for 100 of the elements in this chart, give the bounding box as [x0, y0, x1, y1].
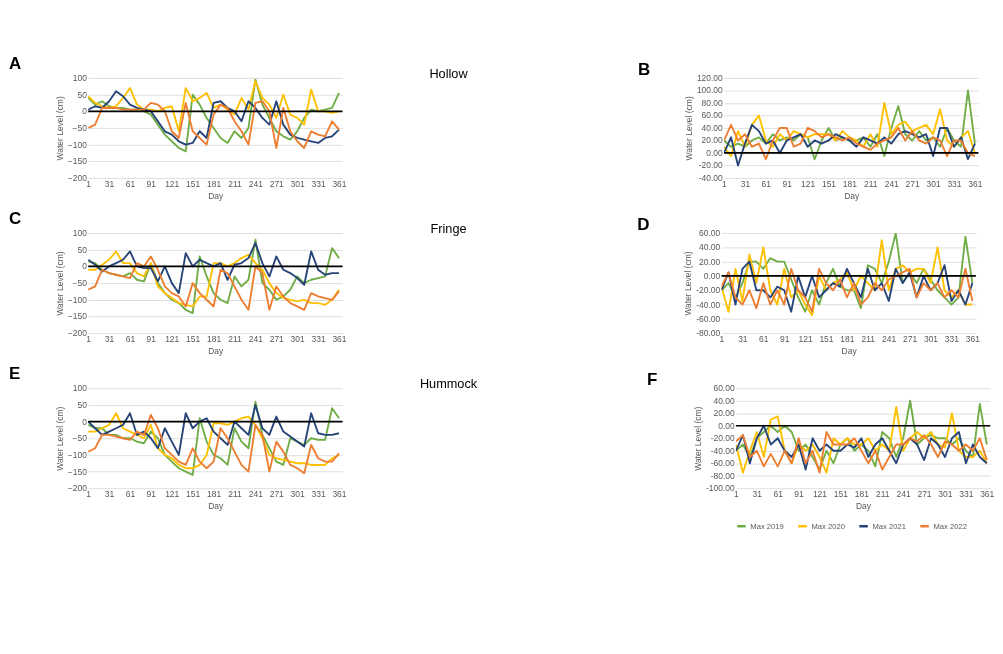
- y-tick-label: 100: [72, 72, 88, 83]
- x-tick-label: 301: [290, 489, 306, 500]
- y-tick-label: 0.00: [718, 420, 735, 431]
- x-tick-label: 1: [722, 178, 728, 189]
- x-axis-title: Day: [844, 190, 860, 201]
- x-tick-label: 151: [833, 489, 849, 500]
- line-series: [88, 100, 340, 149]
- x-tick-label: 91: [779, 334, 790, 345]
- x-tick-label: 121: [165, 489, 180, 500]
- y-tick-label: 0.00: [703, 270, 721, 281]
- x-tick-label: 271: [903, 334, 918, 345]
- x-tick-label: 121: [165, 178, 180, 189]
- y-tick-label: 50: [77, 399, 88, 410]
- x-tick-label: 211: [228, 178, 242, 189]
- x-tick-label: 181: [840, 334, 855, 345]
- x-tick-label: 361: [965, 334, 981, 345]
- x-tick-label: 121: [798, 334, 813, 345]
- y-axis-title: Water Level (cm): [683, 96, 694, 161]
- x-tick-label: 151: [186, 489, 201, 500]
- x-tick-label: 181: [206, 334, 222, 345]
- y-tick-label: −50: [72, 122, 88, 133]
- x-tick-label: 331: [944, 334, 960, 345]
- line-series: [88, 238, 340, 315]
- y-axis-title: Water Level (cm): [54, 251, 65, 316]
- chart-title: E: [8, 363, 21, 383]
- x-tick-label: 61: [761, 178, 772, 189]
- x-tick-label: 181: [842, 178, 858, 189]
- x-tick-label: 31: [738, 334, 748, 345]
- y-tick-label: -40.00: [710, 445, 735, 456]
- x-tick-label: 1: [86, 178, 92, 189]
- x-tick-label: 361: [332, 334, 347, 345]
- chart-title: D: [637, 214, 650, 234]
- legend-label: Max 2019: [750, 521, 784, 531]
- y-tick-label: -80.00: [696, 328, 721, 339]
- y-tick-label: −100: [67, 139, 88, 150]
- y-tick-label: -20.00: [696, 285, 721, 296]
- y-tick-label: −100: [67, 449, 88, 460]
- x-axis-title: Day: [208, 501, 225, 512]
- x-tick-label: 361: [968, 178, 983, 189]
- y-tick-label: 50: [77, 244, 88, 255]
- y-tick-label: 80.00: [701, 97, 724, 108]
- y-axis-title: Water Level (cm): [54, 406, 65, 471]
- x-tick-label: 31: [104, 334, 115, 345]
- y-tick-label: -20.00: [698, 160, 724, 171]
- x-tick-label: 61: [773, 489, 784, 500]
- x-axis-title: Day: [841, 345, 858, 356]
- x-tick-label: 241: [896, 489, 911, 500]
- y-tick-label: 120.00: [696, 72, 724, 83]
- x-tick-label: 331: [947, 178, 962, 189]
- text: Hummock: [419, 376, 478, 392]
- y-tick-label: -60.00: [696, 313, 721, 324]
- x-tick-label: 211: [228, 334, 242, 345]
- x-axis-title: Day: [208, 345, 225, 356]
- text: Fringe: [430, 221, 467, 237]
- y-tick-label: 60.00: [713, 383, 735, 394]
- y-tick-label: 100: [72, 228, 88, 239]
- x-tick-label: 301: [923, 334, 939, 345]
- y-tick-label: −50: [72, 278, 88, 289]
- y-tick-label: 0: [82, 416, 88, 427]
- y-tick-label: −200: [67, 172, 88, 183]
- chart-title: C: [8, 208, 22, 228]
- x-axis-title: Day: [856, 501, 872, 512]
- x-tick-label: 271: [905, 178, 920, 189]
- x-axis-title: Day: [208, 190, 225, 201]
- y-tick-label: 0: [82, 106, 88, 117]
- y-tick-label: −100: [67, 294, 88, 305]
- line-series: [724, 102, 976, 158]
- x-tick-label: 271: [269, 178, 285, 189]
- x-tick-label: 301: [926, 178, 941, 189]
- y-tick-label: −200: [67, 328, 88, 339]
- x-tick-label: 91: [794, 489, 805, 500]
- x-tick-label: 31: [752, 489, 763, 500]
- y-tick-label: -40.00: [698, 172, 724, 183]
- x-tick-label: 1: [733, 489, 739, 500]
- y-tick-label: 60.00: [701, 110, 724, 121]
- x-tick-label: 91: [146, 334, 157, 345]
- y-tick-label: 0.00: [706, 147, 724, 158]
- y-tick-label: −150: [67, 156, 88, 167]
- x-tick-label: 1: [86, 334, 92, 345]
- line-series: [735, 424, 988, 471]
- line-series: [88, 242, 340, 295]
- x-tick-label: 181: [854, 489, 870, 500]
- y-tick-label: 40.00: [701, 122, 724, 133]
- x-tick-label: 331: [311, 178, 326, 189]
- x-tick-label: 121: [165, 334, 180, 345]
- x-tick-label: 61: [759, 334, 769, 345]
- x-tick-label: 151: [819, 334, 834, 345]
- line-series: [724, 89, 976, 161]
- x-tick-label: 181: [206, 178, 222, 189]
- text: Hollow: [429, 65, 469, 81]
- x-tick-label: 151: [821, 178, 837, 189]
- x-tick-label: 1: [719, 334, 725, 345]
- x-tick-label: 91: [146, 489, 157, 500]
- y-tick-label: −150: [67, 311, 88, 322]
- y-axis-title: Water Level (cm): [692, 406, 703, 471]
- chart-title: F: [646, 369, 658, 389]
- x-tick-label: 361: [332, 178, 347, 189]
- y-axis-title: Water Level (cm): [683, 251, 694, 316]
- y-tick-label: 50: [77, 89, 88, 100]
- y-tick-label: -60.00: [710, 458, 735, 469]
